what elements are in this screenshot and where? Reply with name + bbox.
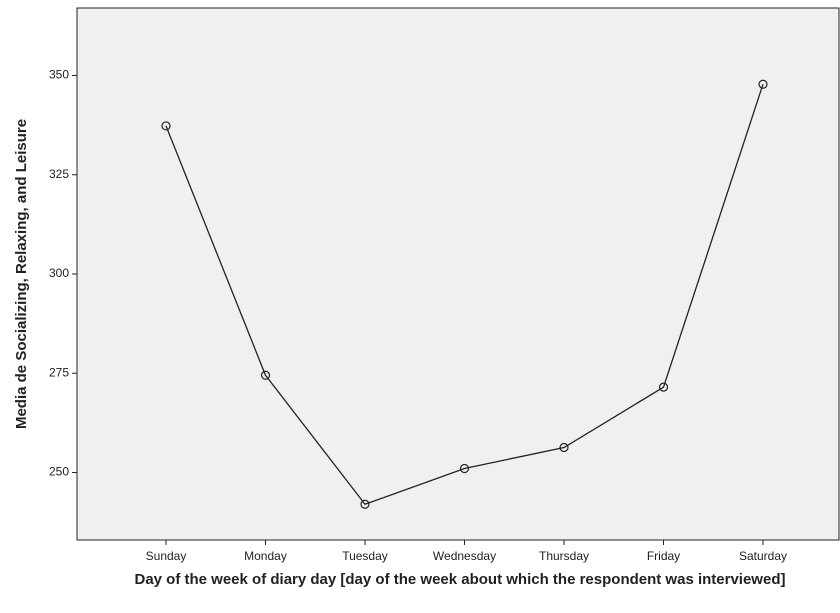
marker [161, 121, 171, 131]
marker [459, 463, 470, 474]
x-axis-title: Day of the week of diary day [day of the… [134, 572, 786, 588]
marker [758, 79, 768, 89]
x-tick-label: Wednesday [433, 549, 496, 563]
x-tick-label: Tuesday [342, 549, 388, 563]
y-tick-label: 300 [49, 266, 69, 280]
plot-area [76, 7, 840, 541]
x-tick-label: Sunday [146, 549, 187, 563]
x-axis-title-box: Day of the week of diary day [day of the… [134, 572, 786, 588]
y-tick-label: 325 [49, 167, 69, 181]
marker [260, 370, 271, 380]
marker [360, 499, 370, 509]
x-tick-label: Monday [244, 549, 287, 563]
x-tick-label: Thursday [539, 549, 589, 563]
y-axis-title: Media de Socializing, Relaxing, and Leis… [13, 119, 30, 429]
marker [559, 442, 569, 453]
marker [658, 382, 669, 392]
y-tick-label: 275 [49, 365, 69, 379]
y-tick-label: 250 [49, 465, 69, 479]
y-tick-label: 350 [49, 68, 69, 82]
x-tick-label: Friday [647, 549, 680, 563]
x-tick-label: Saturday [739, 549, 787, 563]
line [165, 84, 764, 506]
